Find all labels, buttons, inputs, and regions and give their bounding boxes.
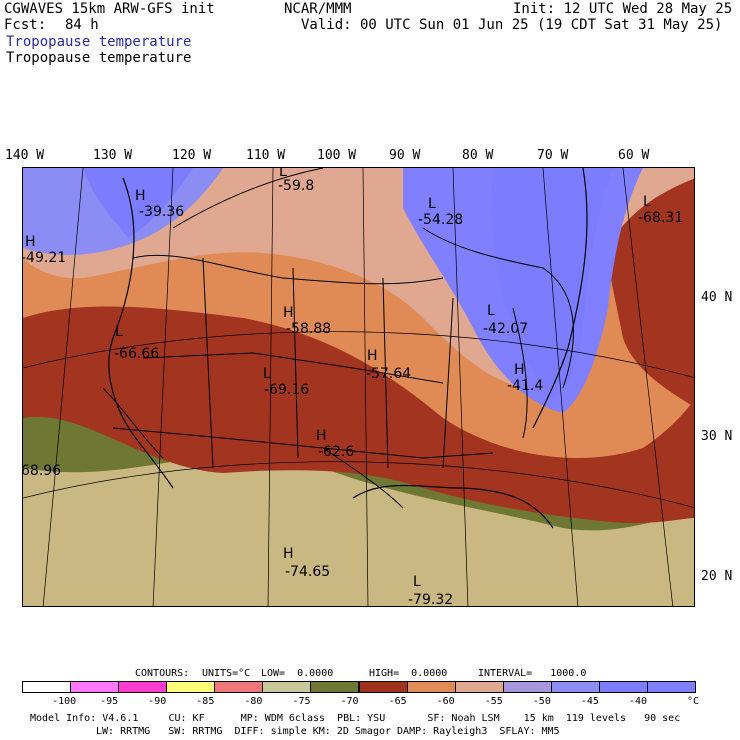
forecast-hour: 84 h: [65, 17, 99, 33]
contours-label: CONTOURS:: [135, 668, 190, 679]
map-label: L: [487, 303, 495, 319]
map-label: L: [413, 574, 421, 590]
lat-label: 30 N: [701, 429, 733, 444]
interval-label: INTERVAL= 1000.0: [478, 668, 587, 679]
map-label-value: 68.96: [22, 463, 62, 479]
map-label-value: -74.65: [285, 564, 331, 580]
map-shading: [23, 168, 694, 606]
colorbar-label: °C: [687, 696, 700, 707]
map-label-value: -41.4: [507, 378, 544, 394]
map-label: H: [514, 362, 525, 378]
colorbar-label: -90: [148, 696, 167, 707]
lon-label: 130 W: [93, 148, 133, 163]
tropopause-temperature-map: H -39.36 H -49.21 L -59.8 L -54.28 L -68…: [22, 167, 695, 607]
org-label: NCAR/MMM: [284, 1, 352, 17]
map-label: H: [135, 188, 146, 204]
colorbar-label: -85: [196, 696, 215, 707]
map-label-value: -57.64: [366, 366, 412, 382]
low-label: LOW= 0.0000: [261, 668, 334, 679]
lon-label: 70 W: [537, 148, 569, 163]
colorbar-label: -45: [580, 696, 599, 707]
colorbar-segment: [70, 681, 120, 693]
units-label: UNITS=°C: [202, 668, 251, 679]
lon-label: 100 W: [317, 148, 357, 163]
colorbar-label: -70: [340, 696, 359, 707]
lat-label: 40 N: [701, 290, 733, 305]
lat-label: 20 N: [701, 569, 733, 584]
forecast-label: Fcst:: [4, 17, 47, 33]
map-label: L: [279, 167, 287, 180]
lon-label: 60 W: [618, 148, 650, 163]
map-label-value: -59.8: [278, 178, 315, 194]
field-title: Tropopause temperature: [6, 50, 192, 66]
map-label: L: [643, 194, 651, 210]
map-label-value: -58.88: [286, 321, 332, 337]
colorbar-segment: [454, 681, 504, 693]
high-label: HIGH= 0.0000: [369, 668, 448, 679]
init-time: Init: 12 UTC Wed 28 May 25: [513, 1, 733, 17]
colorbar-segment: [214, 681, 264, 693]
valid-time: Valid: 00 UTC Sun 01 Jun 25 (19 CDT Sat …: [301, 17, 723, 33]
map-label-value: -49.21: [22, 250, 67, 266]
lon-label: 140 W: [5, 148, 45, 163]
lon-label: 80 W: [462, 148, 494, 163]
map-label: H: [316, 428, 327, 444]
map-label-value: -69.16: [264, 382, 310, 398]
physics-info: LW: RRTMG SW: RRTMG DIFF: simple KM: 2D …: [96, 726, 560, 737]
map-label-value: -68.31: [638, 210, 684, 226]
lon-label: 110 W: [246, 148, 286, 163]
map-label-value: -62.6: [318, 444, 355, 460]
map-label: H: [367, 348, 378, 364]
colorbar-label: -95: [100, 696, 119, 707]
colorbar-label: -80: [244, 696, 263, 707]
colorbar-label: -50: [532, 696, 551, 707]
colorbar-segment: [550, 681, 600, 693]
colorbar-label: -75: [292, 696, 311, 707]
colorbar-label: -40: [628, 696, 647, 707]
map-label-value: -79.32: [408, 592, 454, 607]
map-label-value: -54.28: [418, 212, 464, 228]
map-label: L: [263, 366, 271, 382]
lon-label: 120 W: [172, 148, 212, 163]
map-label: L: [115, 324, 123, 340]
map-label-value: -42.07: [483, 321, 529, 337]
colorbar-segment: [262, 681, 312, 693]
map-label: H: [283, 546, 294, 562]
colorbar-segment: [118, 681, 168, 693]
colorbar-label: -65: [388, 696, 407, 707]
colorbar-segment: [598, 681, 648, 693]
colorbar-segment: [166, 681, 216, 693]
map-label-value: -66.66: [114, 346, 160, 362]
field-title-blue: Tropopause temperature: [6, 34, 192, 50]
colorbar-segment: [502, 681, 552, 693]
colorbar-segment: [22, 681, 72, 693]
map-label: H: [283, 305, 294, 321]
map-label: L: [428, 196, 436, 212]
colorbar-label: -55: [484, 696, 503, 707]
map-label-value: -39.36: [139, 204, 185, 220]
colorbar-segment: [310, 681, 360, 693]
lon-label: 90 W: [389, 148, 421, 163]
colorbar-label: -100: [52, 696, 77, 707]
colorbar-segment: [406, 681, 456, 693]
model-title: CGWAVES 15km ARW-GFS init: [4, 1, 215, 17]
colorbar-label: -60: [436, 696, 455, 707]
map-label: H: [25, 234, 36, 250]
colorbar-segment: [646, 681, 696, 693]
colorbar-segment: [358, 681, 408, 693]
model-info: Model Info: V4.6.1 CU: KF MP: WDM 6class…: [30, 713, 681, 724]
